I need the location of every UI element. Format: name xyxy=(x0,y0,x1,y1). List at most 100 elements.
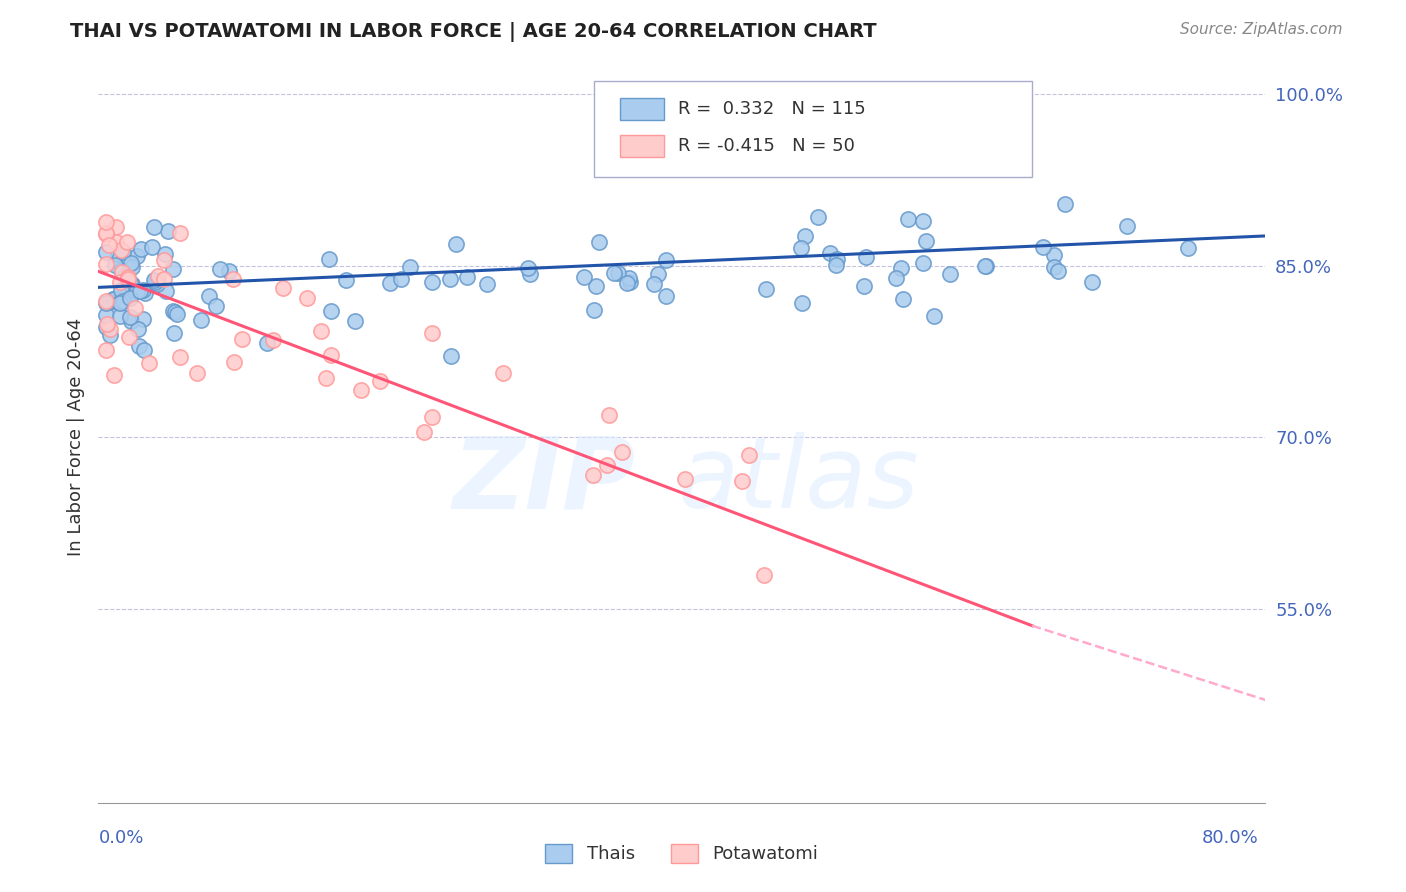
Point xyxy=(1116,219,1139,233)
Point xyxy=(111,244,134,259)
Point xyxy=(121,260,143,274)
Point xyxy=(94,244,117,259)
Point xyxy=(602,266,624,280)
Point xyxy=(105,219,128,234)
Point xyxy=(519,267,541,281)
Point xyxy=(335,273,357,287)
Point xyxy=(884,270,907,285)
Point xyxy=(922,309,945,323)
Point xyxy=(104,235,127,249)
Point xyxy=(120,277,142,292)
Point xyxy=(131,284,153,298)
Point xyxy=(111,264,134,278)
Point xyxy=(222,272,245,286)
Point xyxy=(208,262,231,277)
Point xyxy=(1047,264,1070,278)
Point xyxy=(107,246,129,260)
Point xyxy=(141,240,163,254)
Point xyxy=(585,278,607,293)
Point xyxy=(1177,241,1199,255)
Point xyxy=(616,276,638,290)
Bar xyxy=(620,98,665,120)
Point xyxy=(118,291,141,305)
Point xyxy=(675,472,697,486)
Point xyxy=(129,284,152,298)
Point xyxy=(98,328,121,343)
Point xyxy=(792,296,814,310)
Point xyxy=(897,211,920,226)
Point xyxy=(94,226,117,240)
Point xyxy=(598,409,620,423)
Point xyxy=(104,258,127,272)
Point xyxy=(145,277,167,291)
Point xyxy=(1032,240,1054,254)
Point xyxy=(103,292,125,306)
Point xyxy=(110,309,132,323)
Point xyxy=(127,322,149,336)
Point xyxy=(110,243,132,257)
Point xyxy=(125,284,148,298)
Point xyxy=(108,296,131,310)
Point xyxy=(492,366,515,380)
Point xyxy=(117,291,139,305)
Point xyxy=(596,458,619,472)
Legend: Thais, Potawatomi: Thais, Potawatomi xyxy=(538,837,825,871)
Point xyxy=(134,343,156,357)
Point xyxy=(422,326,444,340)
Point xyxy=(588,235,610,250)
Point xyxy=(1043,260,1066,275)
Point xyxy=(1043,248,1066,262)
Point xyxy=(129,243,152,257)
Point xyxy=(318,252,340,266)
Y-axis label: In Labor Force | Age 20-64: In Labor Force | Age 20-64 xyxy=(66,318,84,557)
Point xyxy=(349,383,371,397)
Point xyxy=(162,261,184,276)
Point xyxy=(370,375,392,389)
Point xyxy=(853,278,876,293)
Point xyxy=(153,253,176,268)
Point xyxy=(319,348,342,362)
Point xyxy=(110,283,132,297)
FancyBboxPatch shape xyxy=(595,81,1032,178)
Point xyxy=(825,258,848,272)
Point xyxy=(142,273,165,287)
Point xyxy=(807,210,830,224)
Point xyxy=(655,253,678,268)
Point xyxy=(124,301,146,315)
Point xyxy=(98,294,121,309)
Bar xyxy=(620,135,665,157)
Point xyxy=(128,339,150,353)
Point xyxy=(120,256,142,270)
Point xyxy=(94,296,117,310)
Point xyxy=(456,270,478,285)
Text: ZIP: ZIP xyxy=(453,433,636,530)
Point xyxy=(321,304,343,318)
Point xyxy=(190,313,212,327)
Point xyxy=(117,235,139,249)
Point xyxy=(222,355,245,369)
Point xyxy=(973,260,995,274)
Point xyxy=(790,241,813,255)
Point xyxy=(205,299,228,313)
Point xyxy=(94,343,117,357)
Point xyxy=(162,326,184,340)
Point xyxy=(793,228,815,243)
Point xyxy=(186,366,208,380)
Point xyxy=(974,259,997,273)
Point xyxy=(654,289,676,303)
Point xyxy=(146,274,169,288)
Point xyxy=(110,262,132,277)
Point xyxy=(218,263,240,277)
Point xyxy=(145,275,167,289)
Point xyxy=(297,291,319,305)
Point xyxy=(1054,197,1077,211)
Point xyxy=(911,214,934,228)
Point xyxy=(827,252,849,266)
Point xyxy=(94,294,117,309)
Point xyxy=(855,250,877,264)
Point xyxy=(256,335,278,350)
Point xyxy=(103,292,125,306)
Point xyxy=(755,282,778,296)
Point xyxy=(103,368,125,383)
Point xyxy=(118,310,141,324)
